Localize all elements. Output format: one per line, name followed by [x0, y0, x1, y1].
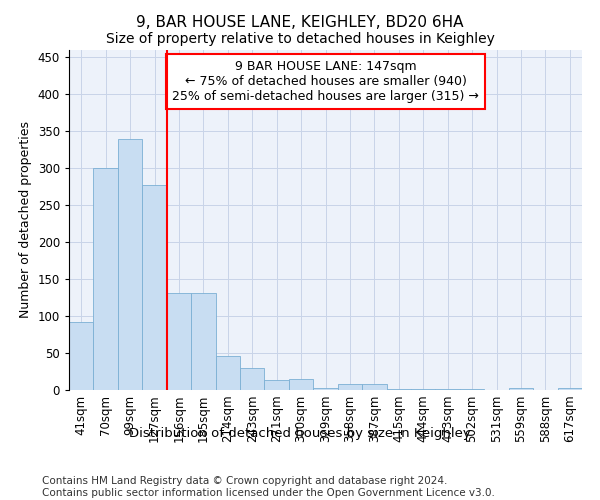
Bar	[191, 293, 215, 390]
Bar	[313, 388, 338, 390]
Bar	[167, 293, 191, 390]
Y-axis label: Number of detached properties: Number of detached properties	[19, 122, 32, 318]
Bar	[69, 322, 94, 390]
Bar	[557, 388, 582, 390]
Bar	[118, 138, 142, 390]
Bar	[386, 388, 411, 390]
Text: Contains HM Land Registry data © Crown copyright and database right 2024.
Contai: Contains HM Land Registry data © Crown c…	[42, 476, 495, 498]
Bar	[142, 184, 167, 390]
Bar	[94, 168, 118, 390]
Bar	[362, 384, 386, 390]
Text: Distribution of detached houses by size in Keighley: Distribution of detached houses by size …	[129, 428, 471, 440]
Text: 9, BAR HOUSE LANE, KEIGHLEY, BD20 6HA: 9, BAR HOUSE LANE, KEIGHLEY, BD20 6HA	[136, 15, 464, 30]
Bar	[215, 356, 240, 390]
Bar	[289, 379, 313, 390]
Bar	[240, 368, 265, 390]
Text: 9 BAR HOUSE LANE: 147sqm
← 75% of detached houses are smaller (940)
25% of semi-: 9 BAR HOUSE LANE: 147sqm ← 75% of detach…	[172, 60, 479, 103]
Bar	[411, 388, 436, 390]
Bar	[265, 380, 289, 390]
Bar	[509, 388, 533, 390]
Bar	[338, 384, 362, 390]
Text: Size of property relative to detached houses in Keighley: Size of property relative to detached ho…	[106, 32, 494, 46]
